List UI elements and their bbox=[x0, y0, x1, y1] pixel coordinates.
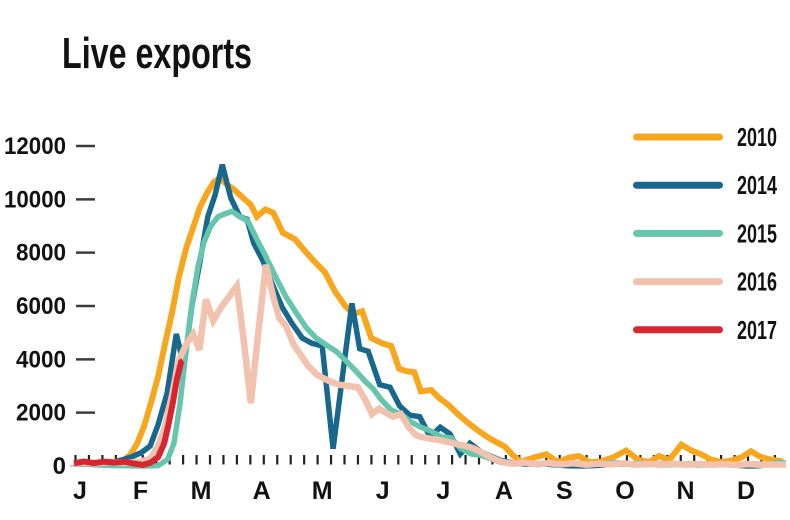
legend-swatch-2017 bbox=[633, 326, 723, 334]
legend-label-2010: 2010 bbox=[737, 122, 777, 152]
legend-label-2015: 2015 bbox=[737, 218, 777, 248]
y-tick-label-12000: 12000 bbox=[4, 133, 66, 160]
y-tick-label-4000: 4000 bbox=[16, 346, 66, 373]
month-label-M-4: M bbox=[312, 477, 333, 505]
month-label-D-11: D bbox=[737, 477, 755, 505]
legend-label-2017: 2017 bbox=[737, 315, 777, 345]
y-tick-label-2000: 2000 bbox=[16, 400, 66, 427]
legend-swatch-2010 bbox=[633, 133, 723, 141]
month-label-J-0: J bbox=[73, 477, 87, 505]
legend-swatch-2016 bbox=[633, 278, 723, 286]
month-label-M-2: M bbox=[191, 477, 212, 505]
legend: 2010 2014 2015 2016 2017 bbox=[633, 122, 777, 345]
series-line-2014 bbox=[78, 164, 785, 469]
y-tick-label-6000: 6000 bbox=[16, 293, 66, 320]
month-label-A-3: A bbox=[253, 477, 271, 505]
month-label-J-6: J bbox=[436, 477, 450, 505]
y-tick-label-10000: 10000 bbox=[4, 186, 66, 213]
month-label-O-9: O bbox=[615, 477, 634, 505]
month-label-S-8: S bbox=[556, 477, 573, 505]
y-tick-label-8000: 8000 bbox=[16, 240, 66, 267]
series-line-2016 bbox=[78, 263, 787, 469]
series-lines bbox=[73, 164, 787, 469]
legend-label-2016: 2016 bbox=[737, 267, 777, 297]
legend-swatch-2015 bbox=[633, 229, 723, 237]
month-label-N-10: N bbox=[676, 477, 694, 505]
month-label-A-7: A bbox=[495, 477, 513, 505]
legend-label-2014: 2014 bbox=[737, 170, 777, 200]
series-line-2017 bbox=[73, 358, 185, 468]
series-line-2010 bbox=[78, 174, 784, 467]
month-label-F-1: F bbox=[133, 477, 148, 505]
page-title: Live exports bbox=[62, 29, 252, 78]
axes: 0 2000 4000 6000 8000 10000 12000 J F M A M J J A S O N D bbox=[4, 133, 777, 505]
y-tick-label-0: 0 bbox=[53, 453, 66, 480]
legend-swatch-2014 bbox=[633, 181, 723, 189]
month-label-J-5: J bbox=[376, 477, 390, 505]
